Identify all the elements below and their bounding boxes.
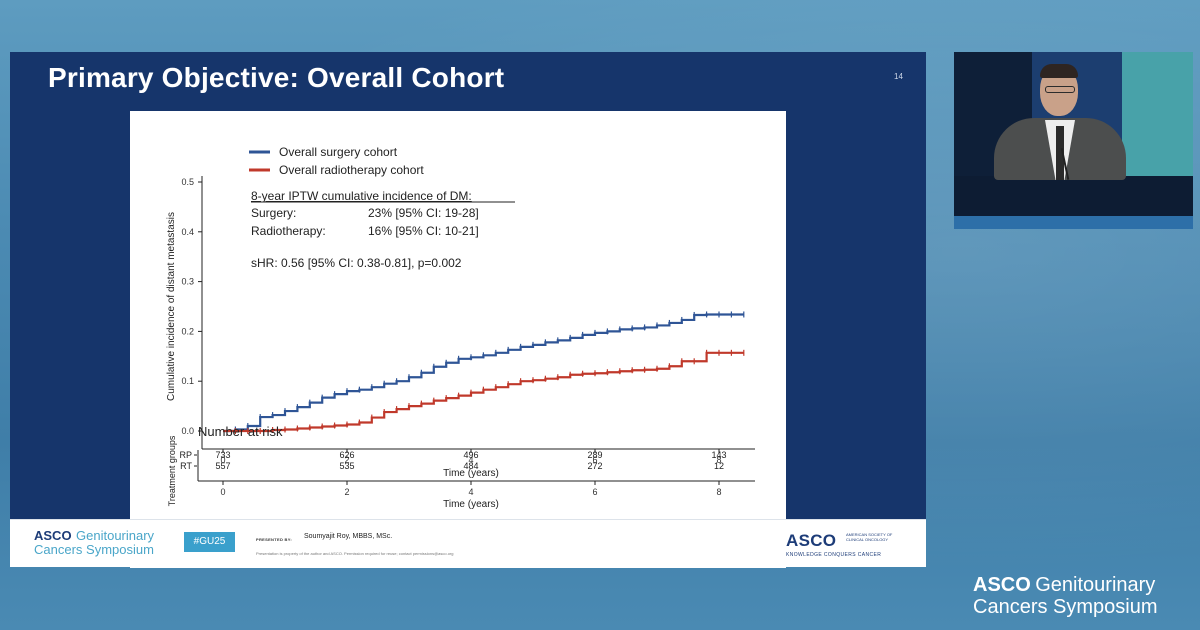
annotation-row-label: Surgery: (251, 206, 296, 220)
risk-cell: 557 (215, 461, 230, 471)
risk-x-tick-label: 6 (592, 487, 597, 497)
chart-panel: 0.0 0.1 0.2 0.3 0.4 0.5 0 2 4 6 8 Time (years) Cumul… (130, 111, 786, 568)
annotation-row-value: 23% [95% CI: 19-28] (368, 206, 479, 220)
speaker-glasses (1045, 86, 1075, 93)
risk-cell: 484 (463, 461, 478, 471)
risk-y-axis-label: Treatment groups (167, 435, 177, 506)
y-tick-label: 0.3 (181, 277, 194, 287)
disclaimer-text: Presentation is property of the author a… (256, 551, 454, 556)
annotation-row-value: 16% [95% CI: 10-21] (368, 224, 479, 238)
presentation-slide: Primary Objective: Overall Cohort 14 0.0… (10, 52, 926, 568)
x-tick-label: 0 (220, 455, 225, 465)
y-tick-label: 0.4 (181, 227, 194, 237)
speaker-hair (1040, 64, 1078, 78)
risk-x-tick-label: 0 (220, 487, 225, 497)
x-tick-label: 4 (468, 455, 473, 465)
x-tick-label: 2 (344, 455, 349, 465)
risk-cell: 272 (587, 461, 602, 471)
asco-gu-logo: ASCO Genitourinary Cancers Symposium (34, 529, 154, 557)
risk-x-axis-label: Time (years) (443, 499, 499, 510)
logo-line2-text: Cancers Symposium (34, 542, 154, 557)
risk-row-label: RP (179, 450, 192, 460)
asco-society-text: AMERICAN SOCIETY OF CLINICAL ONCOLOGY (846, 532, 893, 542)
x-tick-label: 6 (592, 455, 597, 465)
slide-title: Primary Objective: Overall Cohort (48, 62, 505, 93)
risk-cell: 535 (339, 461, 354, 471)
risk-row-label: RT (180, 461, 192, 471)
video-background-right (1122, 52, 1193, 182)
legend-label: Overall radiotherapy cohort (279, 163, 424, 177)
risk-cell: 496 (463, 450, 478, 460)
brand-line2-text: Cancers Symposium (973, 596, 1158, 618)
annotation-heading: 8-year IPTW cumulative incidence of DM: (251, 189, 472, 203)
x-tick-label: 8 (716, 455, 721, 465)
risk-cell: 733 (215, 450, 230, 460)
risk-x-tick-label: 4 (468, 487, 473, 497)
presented-by-label: PRESENTED BY: (256, 537, 293, 542)
risk-cell: 626 (339, 450, 354, 460)
risk-cell: 289 (587, 450, 602, 460)
logo-asco-text: ASCO (34, 528, 72, 543)
risk-cell: 12 (714, 461, 724, 471)
asco-tagline: KNOWLEDGE CONQUERS CANCER (786, 552, 882, 558)
logo-gu-text: Genitourinary (76, 528, 155, 543)
cumulative-incidence-chart: 0.0 0.1 0.2 0.3 0.4 0.5 0 2 4 6 8 Time (years) Cumul… (166, 145, 755, 510)
asco-logo: ASCO AMERICAN SOCIETY OF CLINICAL ONCOLO… (786, 531, 892, 558)
video-podium-edge (954, 216, 1193, 229)
y-axis-label: Cumulative incidence of distant metastas… (166, 212, 177, 401)
event-branding: ASCO Genitourinary Cancers Symposium (973, 575, 1158, 618)
slide-footer: ASCO Genitourinary Cancers Symposium #GU… (10, 519, 926, 567)
speaker-tie (1056, 126, 1064, 180)
presenter-name: Soumyajit Roy, MBBS, MSc. (304, 533, 393, 540)
annotation-row-label: Radiotherapy: (251, 224, 326, 238)
x-axis-label: Time (years) (443, 468, 499, 479)
brand-asco-text: ASCO (973, 574, 1031, 596)
y-tick-label: 0.2 (181, 326, 194, 336)
slide-number: 14 (894, 72, 903, 81)
series-line-surgery (223, 313, 744, 433)
speaker-video (954, 52, 1193, 229)
y-tick-label: 0.0 (181, 426, 194, 436)
risk-table-title: Number at risk (198, 424, 283, 439)
y-tick-label: 0.5 (181, 177, 194, 187)
risk-x-tick-label: 2 (344, 487, 349, 497)
shr-annotation: sHR: 0.56 [95% CI: 0.38-0.81], p=0.002 (251, 256, 462, 270)
y-tick-label: 0.1 (181, 376, 194, 386)
risk-cell: 143 (711, 450, 726, 460)
hashtag-badge: #GU25 (184, 532, 235, 552)
risk-x-tick-label: 8 (716, 487, 721, 497)
brand-gu-text: Genitourinary (1035, 574, 1156, 596)
legend-label: Overall surgery cohort (279, 145, 398, 159)
asco-wordmark: ASCO (786, 531, 837, 550)
